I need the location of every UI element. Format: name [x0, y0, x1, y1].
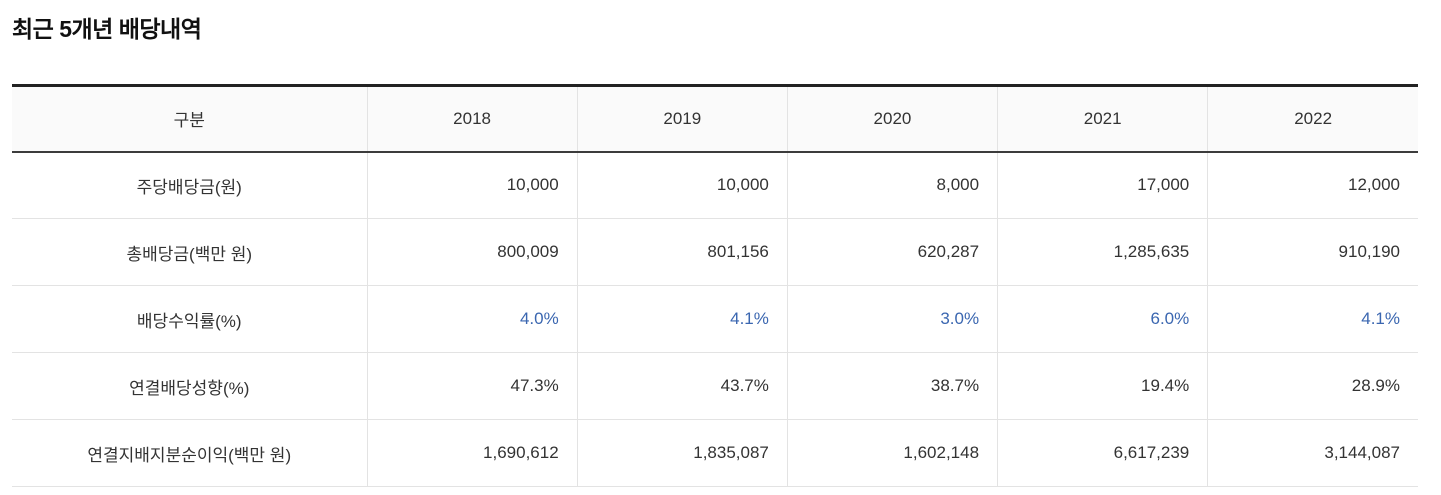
- table-cell: 800,009: [366, 218, 578, 286]
- table-cell: 620,287: [786, 218, 998, 286]
- table-header-row: 구분 2018 2019 2020 2021 2022: [12, 85, 1418, 153]
- table-row-dividend-per-share: 주당배당금(원) 10,000 10,000 8,000 17,000 12,0…: [12, 151, 1418, 219]
- table-cell: 19.4%: [997, 352, 1208, 420]
- row-label: 배당수익률(%): [12, 285, 367, 353]
- column-header-year-2019: 2019: [576, 85, 788, 153]
- table-cell: 47.3%: [366, 352, 578, 420]
- row-label: 총배당금(백만 원): [12, 218, 367, 286]
- table-cell: 3,144,087: [1207, 419, 1418, 487]
- column-header-year-2022: 2022: [1207, 85, 1418, 153]
- table-cell: 6.0%: [997, 285, 1208, 353]
- table-cell: 4.0%: [366, 285, 578, 353]
- table-cell: 1,690,612: [366, 419, 578, 487]
- section-title: 최근 5개년 배당내역: [12, 16, 202, 42]
- table-cell: 4.1%: [1207, 285, 1418, 353]
- table-cell: 801,156: [576, 218, 788, 286]
- table-cell: 38.7%: [786, 352, 998, 420]
- table-cell: 1,602,148: [786, 419, 998, 487]
- row-label: 주당배당금(원): [12, 151, 367, 219]
- table-cell: 8,000: [786, 151, 998, 219]
- table-row-net-income: 연결지배지분순이익(백만 원) 1,690,612 1,835,087 1,60…: [12, 419, 1418, 487]
- column-header-year-2018: 2018: [366, 85, 578, 153]
- table-cell: 6,617,239: [997, 419, 1208, 487]
- table-cell: 3.0%: [786, 285, 998, 353]
- table-cell: 28.9%: [1207, 352, 1418, 420]
- table-cell: 1,835,087: [576, 419, 788, 487]
- column-header-year-2020: 2020: [786, 85, 998, 153]
- table-row-total-dividends: 총배당금(백만 원) 800,009 801,156 620,287 1,285…: [12, 218, 1418, 286]
- row-label: 연결배당성향(%): [12, 352, 367, 420]
- column-header-category: 구분: [12, 85, 367, 153]
- table-cell: 1,285,635: [997, 218, 1208, 286]
- table-row-dividend-yield: 배당수익률(%) 4.0% 4.1% 3.0% 6.0% 4.1%: [12, 285, 1418, 353]
- table-cell: 10,000: [576, 151, 788, 219]
- row-label: 연결지배지분순이익(백만 원): [12, 419, 367, 487]
- table-cell: 17,000: [997, 151, 1208, 219]
- table-row-payout-ratio: 연결배당성향(%) 47.3% 43.7% 38.7% 19.4% 28.9%: [12, 352, 1418, 420]
- table-cell: 4.1%: [576, 285, 788, 353]
- dividend-history-table: 구분 2018 2019 2020 2021 2022 주당배당금(원) 10,…: [12, 84, 1418, 487]
- table-cell: 43.7%: [576, 352, 788, 420]
- table-cell: 10,000: [366, 151, 578, 219]
- column-header-year-2021: 2021: [997, 85, 1208, 153]
- table-cell: 910,190: [1207, 218, 1418, 286]
- table-cell: 12,000: [1207, 151, 1418, 219]
